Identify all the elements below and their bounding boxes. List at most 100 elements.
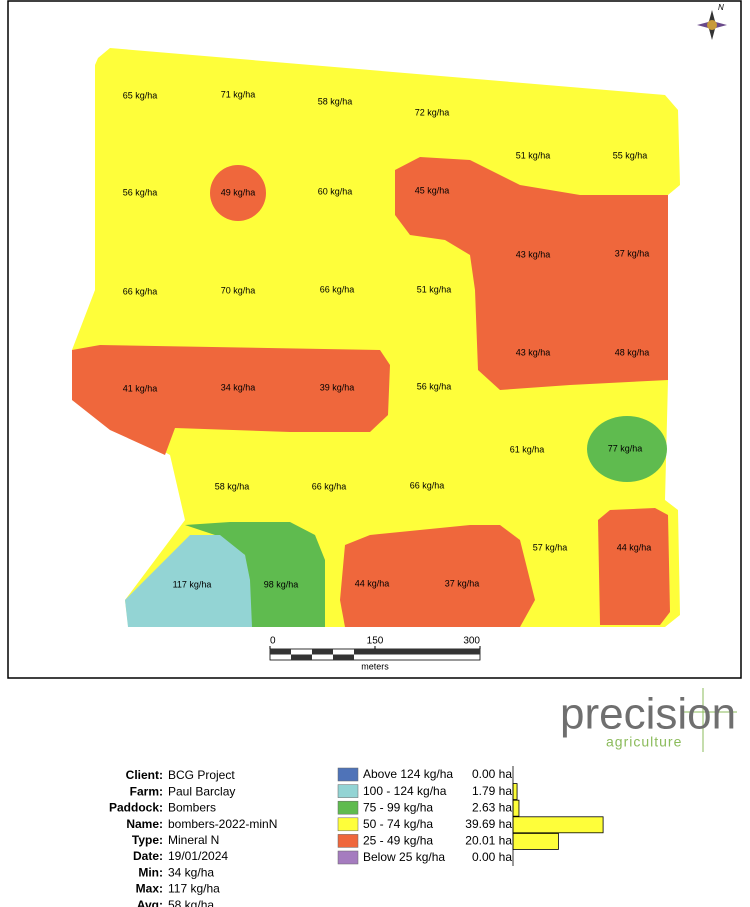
zone-label: 37 kg/ha	[615, 248, 650, 258]
info-value: 19/01/2024	[168, 849, 228, 863]
scale-tick-label: 0	[270, 636, 276, 647]
area-bar	[512, 816, 604, 834]
area-bar	[512, 783, 518, 800]
info-value: bombers-2022-minN	[168, 817, 277, 831]
zone-label: 43 kg/ha	[516, 249, 551, 259]
zone-label: 45 kg/ha	[415, 185, 450, 195]
info-value: 34 kg/ha	[168, 865, 214, 879]
zone-label: 65 kg/ha	[123, 90, 158, 100]
info-key: Date:	[133, 849, 163, 863]
legend-swatch	[337, 800, 359, 815]
zone-label: 117 kg/ha	[173, 579, 212, 589]
scale-segment	[375, 649, 480, 655]
compass-center	[707, 20, 717, 30]
zone-label: 56 kg/ha	[123, 187, 158, 197]
scale-unit: meters	[361, 661, 389, 671]
scale-bar: 0 150 300 meters	[269, 636, 481, 671]
scale-segment	[312, 649, 333, 655]
info-key: Type:	[132, 833, 163, 847]
zone-label: 58 kg/ha	[215, 481, 250, 491]
zone-label: 66 kg/ha	[312, 481, 347, 491]
field-zones	[72, 48, 680, 627]
zone-label: 71 kg/ha	[221, 89, 256, 99]
zone-label: 61 kg/ha	[510, 444, 545, 454]
legend-swatch	[337, 767, 359, 782]
info-key: Client:	[126, 768, 163, 782]
zone-75-99	[587, 416, 667, 482]
scale-tick-label: 300	[463, 636, 480, 647]
legend-swatch	[337, 784, 359, 798]
logo-title: precision	[560, 690, 736, 739]
scale-segment	[270, 649, 291, 655]
legend-label: 75 - 99 kg/ha	[363, 800, 433, 814]
legend: Above 124 kg/ha 0.00 ha 100 - 124 kg/ha 1.7…	[337, 766, 604, 866]
info-key: Max:	[136, 882, 163, 896]
info-block: Client: BCG Project Farm: Paul Barclay Paddo…	[109, 768, 277, 907]
zone-100-124	[125, 535, 252, 627]
zone-label: 48 kg/ha	[615, 347, 650, 357]
scale-tick-label: 150	[367, 636, 384, 647]
zone-label: 51 kg/ha	[417, 284, 452, 294]
legend-area: 2.63 ha	[472, 800, 512, 814]
legend-label: 25 - 49 kg/ha	[363, 834, 433, 848]
compass-label: N	[718, 3, 724, 12]
zone-label: 43 kg/ha	[516, 347, 551, 357]
zone-label: 49 kg/ha	[221, 187, 256, 197]
logo: precision agriculture	[560, 688, 737, 752]
legend-area: 0.00 ha	[472, 850, 512, 864]
legend-swatch	[337, 834, 359, 848]
zone-75-99	[185, 522, 325, 627]
legend-label: 50 - 74 kg/ha	[363, 817, 433, 831]
info-value: 58 kg/ha	[168, 898, 214, 907]
info-key: Paddock:	[109, 801, 163, 815]
scale-segment	[291, 654, 312, 660]
scale-segment	[354, 649, 375, 655]
info-value: BCG Project	[168, 768, 235, 782]
zone-label: 66 kg/ha	[123, 286, 158, 296]
zone-label: 60 kg/ha	[318, 186, 353, 196]
info-key: Min:	[138, 865, 163, 879]
zone-label: 44 kg/ha	[355, 578, 390, 588]
legend-label: 100 - 124 kg/ha	[363, 784, 447, 798]
legend-label: Below 25 kg/ha	[363, 850, 445, 864]
legend-area: 39.69 ha	[465, 817, 512, 831]
area-bar	[512, 833, 559, 850]
zone-25-49	[72, 345, 390, 455]
info-key: Avg:	[137, 898, 163, 907]
zone-label: 98 kg/ha	[264, 579, 299, 589]
logo-subtitle: agriculture	[606, 734, 682, 750]
legend-area: 20.01 ha	[465, 834, 512, 848]
zone-label: 72 kg/ha	[415, 107, 450, 117]
info-value: Bombers	[168, 801, 216, 815]
zone-labels: 65 kg/ha 71 kg/ha 58 kg/ha 72 kg/ha 51 kg/ha…	[123, 89, 652, 589]
info-key: Farm:	[130, 784, 163, 798]
legend-area: 1.79 ha	[472, 784, 512, 798]
zone-label: 58 kg/ha	[318, 96, 353, 106]
zone-25-49	[395, 157, 668, 390]
zone-25-49	[210, 165, 266, 221]
info-value: 117 kg/ha	[168, 882, 220, 896]
scale-segment	[333, 654, 354, 660]
legend-label: Above 124 kg/ha	[363, 767, 453, 781]
info-key: Name:	[126, 817, 163, 831]
legend-swatch	[337, 850, 359, 865]
zone-label: 37 kg/ha	[445, 578, 480, 588]
zone-label: 39 kg/ha	[320, 382, 355, 392]
area-bar	[512, 799, 520, 817]
zone-label: 66 kg/ha	[320, 284, 355, 294]
zone-label: 51 kg/ha	[516, 150, 551, 160]
zone-25-49	[598, 508, 670, 625]
info-value: Paul Barclay	[168, 784, 235, 798]
zone-label: 55 kg/ha	[613, 150, 648, 160]
info-value: Mineral N	[168, 833, 219, 847]
zone-label: 77 kg/ha	[608, 443, 643, 453]
zone-label: 70 kg/ha	[221, 285, 256, 295]
zone-25-49	[340, 525, 535, 627]
zone-label: 57 kg/ha	[533, 542, 568, 552]
zone-label: 41 kg/ha	[123, 383, 158, 393]
legend-area: 0.00 ha	[472, 767, 512, 781]
compass: N	[697, 3, 727, 40]
zone-label: 66 kg/ha	[410, 480, 445, 490]
